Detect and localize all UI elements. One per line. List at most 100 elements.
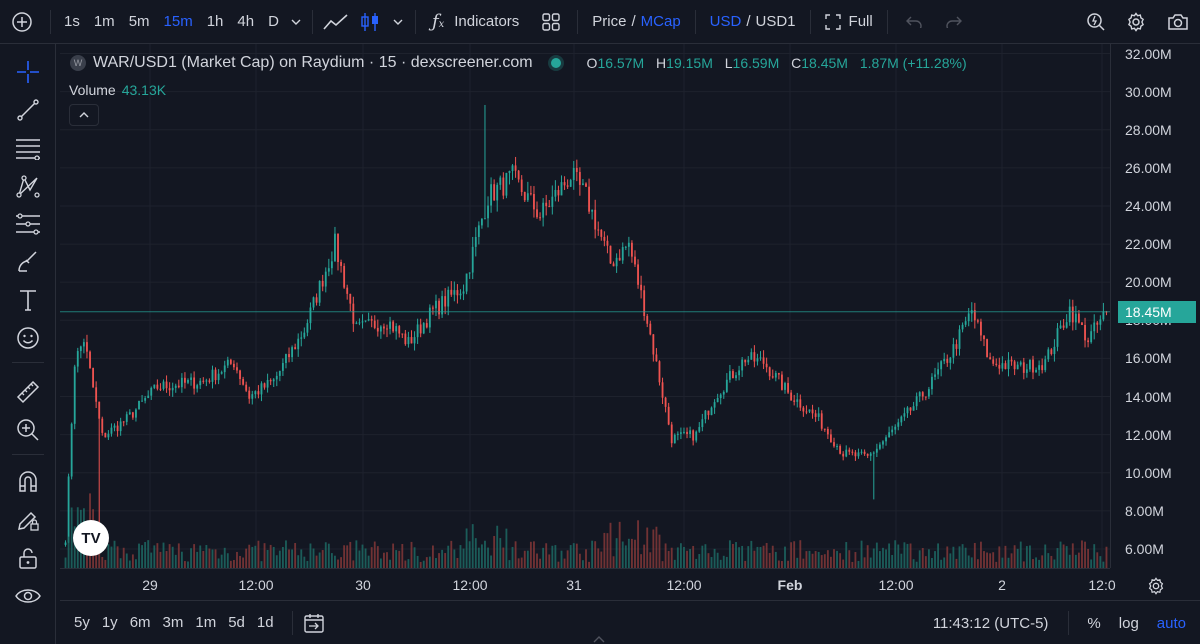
fib-retracement-icon[interactable] [10,132,46,164]
line-chart-type-icon[interactable] [319,0,353,44]
high-value: 19.15M [666,55,713,71]
range-5y[interactable]: 5y [74,614,90,631]
candlestick-chart[interactable] [60,44,1110,568]
candle-body [251,394,254,399]
unlock-icon[interactable] [10,542,46,574]
pattern-tool-icon[interactable] [10,170,46,202]
collapse-legend-button[interactable] [69,104,99,126]
candle-body [860,451,863,453]
volume-bar [410,541,413,568]
volume-bar [903,542,906,568]
go-to-date-calendar-icon[interactable] [303,612,325,634]
range-1y[interactable]: 1y [101,614,118,631]
price-option[interactable]: Price [592,13,627,30]
hide-eye-icon[interactable] [10,580,46,612]
candle-body [927,389,930,397]
price-axis[interactable]: 32.00M 30.00M 28.00M 26.00M 24.00M 22.00M 20.0… [1110,44,1200,568]
volume-bar [128,560,131,568]
volume-bar [389,559,391,568]
candle-body [882,441,884,445]
interval-1m[interactable]: 1m [93,13,115,30]
usd-option[interactable]: USD [709,13,742,30]
fullscreen-button[interactable]: Full [817,0,881,44]
measure-ruler-icon[interactable] [10,376,46,408]
volume-bar [392,543,395,568]
candle-body [1010,359,1013,362]
candle-body [462,291,465,294]
range-6m[interactable]: 6m [129,614,151,631]
volume-bar [744,560,747,568]
symbol-title[interactable]: WAR/USD1 (Market Cap) on Raydium · 15 · … [93,54,533,71]
candle-body [747,359,750,363]
candle-body [370,319,373,321]
auto-scale-toggle[interactable]: auto [1156,614,1186,632]
emoji-smiley-icon[interactable] [10,322,46,354]
candle-body [138,400,140,410]
crosshair-icon[interactable] [10,56,46,88]
volume-bar [554,545,557,568]
axis-settings-gear-icon[interactable] [1144,574,1168,598]
volume-bar [909,543,912,568]
candles-chart-type-icon[interactable] [353,0,387,44]
add-symbol-icon[interactable] [0,0,44,44]
quick-search-icon[interactable] [1076,0,1116,44]
candle-body [888,432,891,438]
currency-toggle[interactable]: USD / USD1 [702,0,804,44]
lock-drawings-pencil-icon[interactable] [10,504,46,536]
volume-bar [836,550,838,568]
redo-icon[interactable] [934,0,974,44]
candle-body [670,424,673,444]
brush-icon[interactable] [10,246,46,278]
percent-scale-toggle[interactable]: % [1087,614,1101,632]
zoom-in-icon[interactable] [10,414,46,446]
volume-bar [116,546,119,568]
time-axis[interactable]: 29 12:00 30 12:00 31 12:00 Feb 12:00 2 12:0 [60,568,1116,600]
volume-bar [419,561,422,568]
candle-body [141,400,143,402]
interval-1h[interactable]: 1h [206,13,224,30]
interval-dropdown-chevron-icon[interactable] [286,0,306,44]
interval-1s[interactable]: 1s [64,13,80,30]
text-tool-icon[interactable] [10,284,46,316]
mcap-option[interactable]: MCap [640,13,681,30]
magnet-icon[interactable] [10,466,46,498]
tradingview-logo[interactable]: TV [73,520,109,556]
candle-body [983,335,985,340]
candle-body [349,293,352,304]
prediction-tool-icon[interactable] [10,208,46,240]
candle-body [416,324,419,338]
interval-5m[interactable]: 5m [128,13,150,30]
volume-bar [1059,541,1062,568]
range-5d[interactable]: 5d [228,614,245,631]
chart-type-chevron-icon[interactable] [387,0,409,44]
candle-body [695,431,698,441]
trend-line-icon[interactable] [10,94,46,126]
price-mcap-toggle[interactable]: Price / MCap [584,0,688,44]
volume-bar [254,545,257,568]
interval-15m[interactable]: 15m [163,13,193,30]
time-tick-label: 12:00 [452,577,488,593]
volume-bar [854,552,857,568]
candle-body [131,412,134,418]
volume-bar [627,538,630,568]
range-3m[interactable]: 3m [162,614,184,631]
interval-4h[interactable]: 4h [237,13,255,30]
candle-body [266,380,269,388]
volume-bar [223,547,226,568]
candle-body [355,322,358,324]
indicators-button[interactable]: ƒx Indicators [422,0,531,44]
volume-bar [679,543,682,568]
chart-canvas[interactable] [60,44,1110,568]
undo-icon[interactable] [894,0,934,44]
range-1d[interactable]: 1d [256,614,274,631]
range-1m[interactable]: 1m [195,614,217,631]
camera-snapshot-icon[interactable] [1156,0,1200,44]
layout-grid-icon[interactable] [531,0,571,44]
volume-bar [379,558,382,568]
panel-expand-chevron-icon[interactable] [592,630,606,644]
interval-D[interactable]: D [268,13,279,30]
clock-time[interactable]: 11:43:12 (UTC-5) [932,614,1049,632]
settings-gear-icon[interactable] [1116,0,1156,44]
usd1-option[interactable]: USD1 [755,13,796,30]
log-scale-toggle[interactable]: log [1118,614,1139,632]
